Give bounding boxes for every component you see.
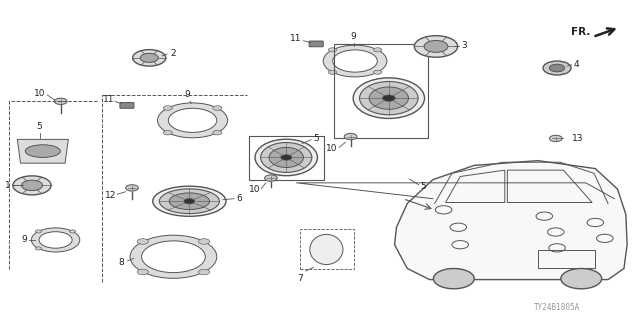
Circle shape (328, 70, 337, 74)
Text: 10: 10 (249, 185, 260, 194)
Text: 3: 3 (461, 41, 467, 50)
Circle shape (184, 198, 195, 204)
Text: 5: 5 (420, 181, 426, 190)
Circle shape (549, 135, 562, 142)
Text: 5: 5 (314, 134, 319, 143)
Text: 13: 13 (572, 134, 583, 143)
Circle shape (130, 235, 217, 278)
Ellipse shape (310, 234, 343, 265)
Ellipse shape (26, 145, 60, 157)
Circle shape (382, 95, 396, 101)
Circle shape (264, 175, 277, 181)
Circle shape (561, 268, 602, 289)
Circle shape (35, 230, 42, 233)
Text: 5: 5 (36, 123, 42, 132)
Ellipse shape (255, 139, 317, 176)
FancyBboxPatch shape (120, 103, 134, 108)
Circle shape (13, 176, 51, 195)
Circle shape (280, 155, 292, 160)
Circle shape (137, 269, 148, 275)
Circle shape (31, 228, 80, 252)
FancyBboxPatch shape (309, 41, 323, 47)
Text: 1: 1 (5, 181, 11, 190)
Text: 10: 10 (326, 144, 337, 153)
Ellipse shape (159, 189, 220, 213)
Circle shape (373, 48, 381, 52)
Text: 6: 6 (236, 194, 242, 203)
Circle shape (212, 106, 222, 110)
Circle shape (198, 269, 210, 275)
Circle shape (333, 50, 378, 72)
Circle shape (140, 53, 158, 62)
Polygon shape (17, 140, 68, 163)
Ellipse shape (169, 193, 209, 210)
Ellipse shape (369, 87, 408, 109)
Text: 9: 9 (184, 90, 190, 99)
Circle shape (137, 239, 148, 244)
Circle shape (141, 241, 205, 273)
Ellipse shape (260, 142, 312, 172)
Bar (334, 44, 428, 139)
Ellipse shape (269, 148, 303, 167)
Ellipse shape (353, 78, 424, 118)
Circle shape (22, 180, 42, 191)
Text: 11: 11 (102, 95, 114, 104)
Circle shape (414, 36, 458, 57)
Bar (300, 229, 354, 269)
Circle shape (132, 50, 166, 66)
Circle shape (424, 41, 448, 52)
Circle shape (433, 268, 474, 289)
Circle shape (125, 185, 138, 191)
Circle shape (212, 131, 222, 135)
Circle shape (328, 48, 337, 52)
Circle shape (323, 45, 387, 77)
Text: 7: 7 (297, 274, 303, 283)
Text: 9: 9 (22, 236, 28, 244)
Circle shape (157, 103, 228, 138)
Circle shape (543, 61, 571, 75)
Text: 8: 8 (118, 258, 124, 267)
Text: 10: 10 (34, 89, 45, 98)
Circle shape (54, 98, 67, 105)
Circle shape (549, 64, 564, 72)
Text: 11: 11 (290, 34, 301, 43)
Text: FR.: FR. (572, 28, 591, 37)
Text: 12: 12 (106, 191, 116, 200)
Circle shape (70, 230, 76, 233)
Circle shape (163, 131, 172, 135)
Ellipse shape (153, 186, 226, 216)
Text: 2: 2 (170, 49, 176, 58)
Ellipse shape (360, 82, 418, 115)
Bar (248, 136, 324, 180)
Circle shape (163, 106, 172, 110)
Circle shape (39, 232, 72, 248)
Circle shape (344, 133, 357, 140)
Circle shape (373, 70, 381, 74)
Polygon shape (394, 161, 627, 280)
Circle shape (168, 108, 217, 132)
Text: 9: 9 (350, 32, 356, 41)
Text: TY24B1805A: TY24B1805A (534, 303, 580, 312)
Circle shape (198, 239, 210, 244)
Circle shape (35, 247, 42, 250)
Bar (538, 251, 595, 268)
Text: 4: 4 (573, 60, 579, 69)
